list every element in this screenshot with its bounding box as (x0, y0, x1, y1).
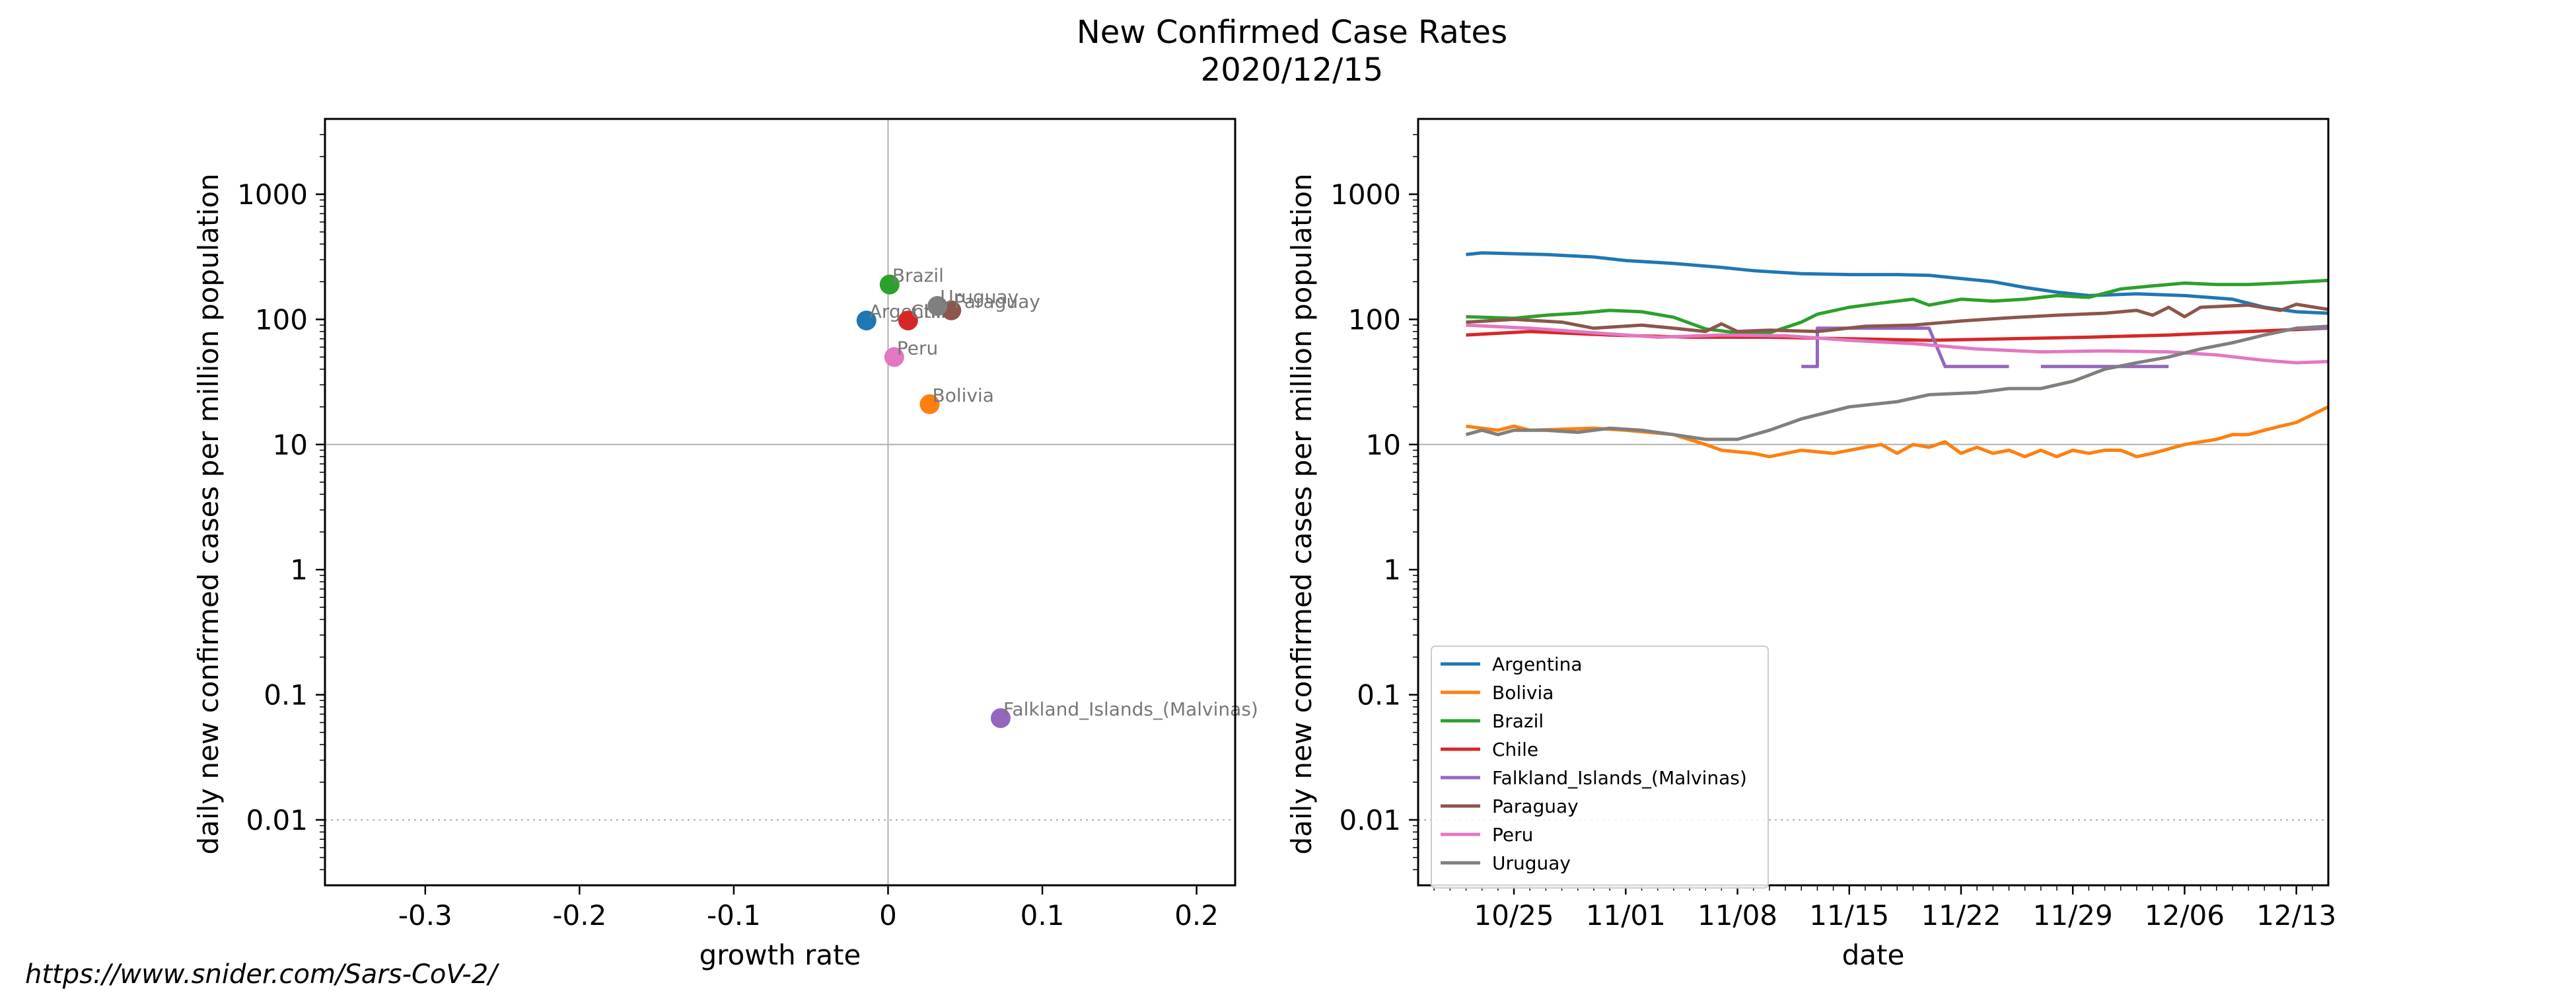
x-tick-label: -0.3 (398, 899, 452, 932)
y-tick-label: 0.1 (264, 679, 308, 712)
scatter-point (898, 311, 918, 331)
x-tick-label: 10/25 (1474, 899, 1554, 932)
y-tick-label: 0.01 (246, 804, 308, 836)
y-tick-label: 0.1 (1357, 679, 1401, 712)
legend-box (1431, 645, 1769, 889)
left-y-axis-label: daily new confirmed cases per million po… (192, 174, 225, 855)
series-line (1801, 326, 2328, 369)
scatter-point (990, 708, 1011, 729)
y-tick-label: 100 (255, 303, 308, 336)
y-tick-label: 1 (290, 554, 308, 586)
x-tick-label: 12/13 (2256, 899, 2336, 932)
x-tick-label: 0.2 (1174, 899, 1219, 932)
legend: Argentina Bolivia Brazil Chile Falkland_Isla… (1431, 645, 1769, 889)
x-tick-label: 11/01 (1586, 899, 1666, 932)
legend-label: Argentina (1492, 653, 1583, 675)
x-tick-label: -0.2 (552, 899, 606, 932)
scatter-point (879, 274, 900, 295)
x-tick-label: 0 (879, 899, 897, 932)
right-plot-frame (1417, 118, 2330, 887)
source-url: https://www.snider.com/Sars-CoV-2/ (25, 959, 500, 990)
point-label: Paraguay (954, 291, 1040, 312)
legend-label: Uruguay (1492, 852, 1571, 874)
point-label: Peru (897, 337, 938, 359)
legend-label: Chile (1492, 739, 1538, 760)
series-line (1466, 251, 2329, 315)
y-tick-label: 1 (1383, 554, 1401, 586)
y-tick-label: 100 (1348, 303, 1401, 336)
y-tick-label: 0.01 (1339, 804, 1401, 836)
scatter-point (856, 311, 877, 331)
chart-subtitle: 2020/12/15 (1201, 52, 1384, 89)
x-tick-label: -0.1 (707, 899, 761, 932)
chart-title: New Confirmed Case Rates (1077, 14, 1507, 51)
y-tick-label: 1000 (1330, 178, 1401, 211)
legend-label: Peru (1492, 824, 1533, 846)
y-tick-label: 10 (1366, 429, 1401, 461)
series-line (1466, 303, 2329, 334)
growth-rate-scatter-panel: ArgentinaBoliviaBrazilChileFalkland_Isla… (237, 118, 1258, 932)
point-label: Bolivia (933, 385, 994, 406)
scatter-point (919, 394, 940, 414)
point-label: Uruguay (940, 286, 1019, 308)
series-line (1465, 324, 2329, 441)
right-x-axis-label: date (1842, 939, 1905, 971)
legend-label: Bolivia (1492, 682, 1554, 704)
legend-label: Paraguay (1492, 795, 1579, 817)
series-line (1466, 323, 2329, 365)
y-tick-label: 1000 (237, 178, 308, 211)
left-plot-frame (324, 118, 1236, 887)
point-label: Falkland_Islands_(Malvinas) (1003, 698, 1258, 720)
y-tick-label: 10 (273, 429, 308, 461)
x-tick-label: 11/29 (2033, 899, 2113, 932)
x-tick-label: 0.1 (1020, 899, 1065, 932)
x-tick-label: 11/22 (1921, 899, 2001, 932)
series-line (1466, 405, 2330, 459)
x-tick-label: 11/15 (1809, 899, 1889, 932)
scatter-point (884, 347, 904, 367)
x-tick-label: 11/08 (1698, 899, 1777, 932)
x-tick-label: 12/06 (2145, 899, 2225, 932)
time-series-panel: 10/25 11/01 11/08 11/15 11/22 11/29 12/06 12/13… (1330, 118, 2336, 932)
legend-label: Brazil (1492, 710, 1544, 732)
point-label: Brazil (892, 265, 944, 287)
series-line (1466, 278, 2329, 335)
scatter-point (927, 296, 948, 316)
left-x-axis-label: growth rate (699, 939, 861, 971)
right-y-axis-label: daily new confirmed cases per million po… (1285, 174, 1318, 855)
legend-label: Falkland_Islands_(Malvinas) (1492, 767, 1747, 789)
